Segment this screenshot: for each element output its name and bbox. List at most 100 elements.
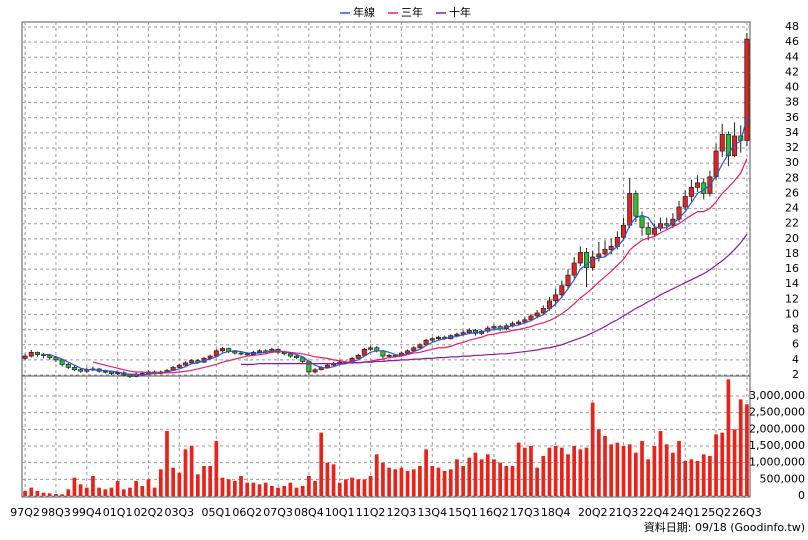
volume-bar (84, 487, 89, 496)
volume-bar (319, 432, 324, 496)
volume-bar (726, 379, 731, 496)
candle-body (732, 135, 738, 156)
candle-body (28, 351, 34, 357)
x-tick-label: 26Q3 (732, 506, 762, 519)
volume-bar (393, 469, 398, 496)
volume-bar (541, 456, 546, 496)
volume-bar (239, 476, 243, 496)
candle-body (287, 353, 293, 357)
candle-body (664, 223, 670, 226)
candle-body (219, 348, 226, 352)
candle-body (719, 134, 725, 152)
volume-bar (634, 452, 638, 496)
volume-bar (615, 442, 620, 496)
volume-bar (652, 446, 657, 496)
candle-body (695, 182, 701, 188)
candle-body (423, 339, 429, 346)
candle-body (182, 362, 189, 366)
y-tick-label: 30 (785, 156, 799, 169)
y2-tick-label: 500,000 (760, 472, 806, 485)
y-tick-label: 2 (792, 368, 799, 381)
ma-line (92, 158, 748, 374)
volume-bar (60, 494, 64, 496)
volume-bar (411, 469, 416, 496)
volume-bar (677, 441, 681, 496)
volume-bar (313, 481, 317, 496)
y-tick-label: 8 (792, 323, 799, 336)
candle-body (651, 227, 657, 235)
y-tick-label: 42 (785, 65, 799, 78)
x-tick-label: 24Q1 (670, 506, 700, 519)
x-tick-label: 01Q1 (103, 506, 133, 519)
volume-bar (202, 466, 206, 496)
volume-bar (436, 467, 441, 496)
candle-body (577, 252, 583, 264)
volume-bar (461, 466, 465, 496)
volume-bar (72, 477, 77, 496)
volume-bar (738, 399, 743, 496)
volume-bar (54, 494, 58, 496)
volume-bar (590, 402, 595, 496)
x-tick-label: 11Q2 (356, 506, 386, 519)
volume-bar (47, 493, 52, 496)
candle-body (540, 308, 546, 314)
volume-bar (103, 489, 108, 496)
candle-body (590, 256, 596, 268)
volume-bar (251, 482, 256, 496)
volume-bar (732, 429, 737, 496)
x-tick-label: 16Q2 (479, 506, 509, 519)
volume-bar (350, 477, 354, 496)
volume-bar (146, 479, 151, 496)
candle-body (583, 252, 590, 268)
y2-tick-label: 1,500,000 (749, 439, 805, 452)
volume-bar (257, 484, 262, 496)
plot-frame (21, 21, 751, 498)
candle-body (65, 364, 71, 368)
volume-bar (282, 486, 287, 496)
candle-body (22, 355, 28, 359)
candle-body (213, 350, 219, 357)
candle-body (522, 319, 528, 323)
legend-label: 年線 (353, 5, 375, 19)
ma-line (241, 233, 748, 366)
candle-body (688, 187, 694, 197)
y-tick-label: 12 (785, 292, 799, 305)
volume-bar (671, 452, 675, 496)
x-tick-label: 17Q3 (510, 506, 540, 519)
volume-bar (183, 449, 188, 496)
x-tick-label: 21Q3 (609, 506, 639, 519)
y2-tick-label: 3,000,000 (749, 389, 805, 402)
volume-bar (29, 487, 34, 496)
volume-bar (368, 476, 373, 496)
candle-body (639, 215, 645, 228)
volume-bar (208, 466, 213, 496)
volume-bar (387, 467, 391, 496)
candle-body (127, 374, 133, 377)
volume-bar (695, 461, 700, 496)
volume-bar (646, 459, 651, 496)
candle-body (553, 294, 559, 302)
volume-bar (220, 477, 225, 496)
volume-bar (399, 467, 404, 496)
volume-bar (405, 471, 410, 496)
candle-body (405, 350, 411, 354)
candle-body (645, 227, 651, 235)
candle-body (244, 353, 250, 356)
candle-body (725, 134, 731, 156)
y-tick-label: 32 (785, 141, 799, 154)
legend-label: 三年 (401, 5, 423, 19)
volume-bar (195, 474, 200, 496)
candle-body (621, 224, 627, 238)
y-tick-label: 4 (792, 353, 799, 366)
volume-bar (442, 471, 447, 496)
y-tick-label: 40 (785, 81, 799, 94)
volume-bar (535, 467, 540, 496)
x-tick-label: 18Q4 (541, 506, 571, 519)
candle-body (534, 312, 540, 317)
volume-bar (553, 446, 558, 496)
volume-bar (128, 487, 132, 496)
volume-bar (603, 436, 607, 496)
volume-bar (418, 466, 422, 496)
volume-bar (455, 459, 459, 496)
